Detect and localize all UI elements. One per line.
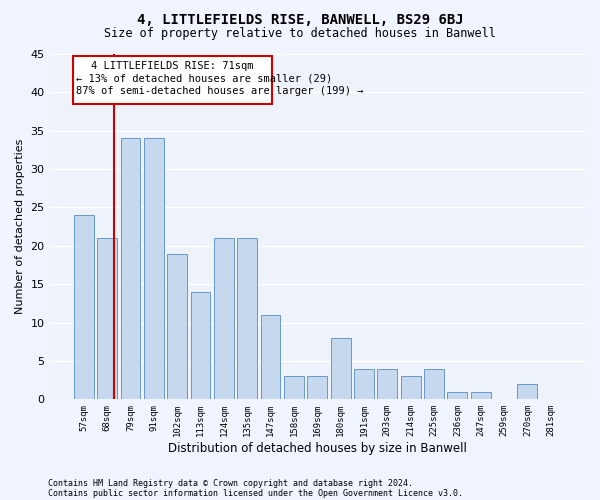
Bar — [517, 384, 538, 400]
Y-axis label: Number of detached properties: Number of detached properties — [15, 139, 25, 314]
Text: 4 LITTLEFIELDS RISE: 71sqm: 4 LITTLEFIELDS RISE: 71sqm — [91, 61, 254, 71]
X-axis label: Distribution of detached houses by size in Banwell: Distribution of detached houses by size … — [168, 442, 467, 455]
Bar — [238, 238, 257, 400]
Bar — [191, 292, 211, 400]
Bar — [401, 376, 421, 400]
Bar — [448, 392, 467, 400]
Bar — [74, 215, 94, 400]
Bar — [97, 238, 117, 400]
Bar — [331, 338, 350, 400]
Bar — [377, 368, 397, 400]
Text: Contains HM Land Registry data © Crown copyright and database right 2024.: Contains HM Land Registry data © Crown c… — [48, 478, 413, 488]
FancyBboxPatch shape — [73, 56, 272, 104]
Bar — [260, 315, 280, 400]
Text: 4, LITTLEFIELDS RISE, BANWELL, BS29 6BJ: 4, LITTLEFIELDS RISE, BANWELL, BS29 6BJ — [137, 12, 463, 26]
Bar — [214, 238, 234, 400]
Bar — [121, 138, 140, 400]
Bar — [424, 368, 444, 400]
Text: Contains public sector information licensed under the Open Government Licence v3: Contains public sector information licen… — [48, 488, 463, 498]
Text: Size of property relative to detached houses in Banwell: Size of property relative to detached ho… — [104, 28, 496, 40]
Bar — [284, 376, 304, 400]
Bar — [167, 254, 187, 400]
Text: 87% of semi-detached houses are larger (199) →: 87% of semi-detached houses are larger (… — [76, 86, 363, 96]
Bar — [471, 392, 491, 400]
Text: ← 13% of detached houses are smaller (29): ← 13% of detached houses are smaller (29… — [76, 74, 332, 84]
Bar — [307, 376, 327, 400]
Bar — [354, 368, 374, 400]
Bar — [144, 138, 164, 400]
